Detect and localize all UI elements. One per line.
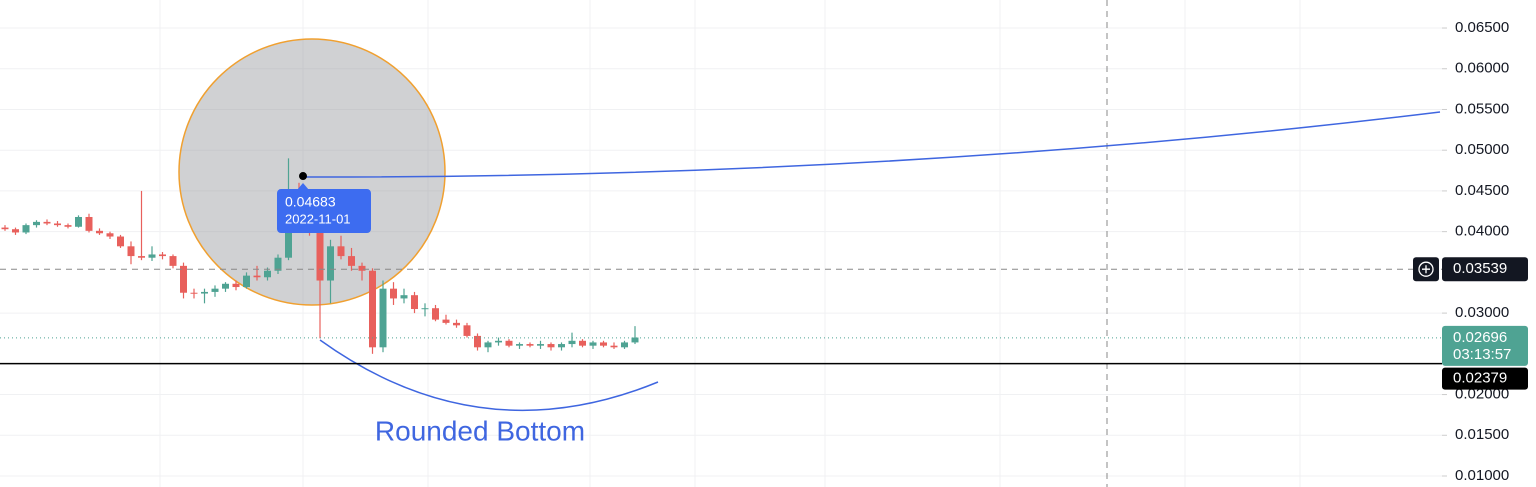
tooltip-pointer bbox=[297, 183, 309, 191]
tooltip-box bbox=[277, 189, 371, 234]
candle-body bbox=[106, 233, 114, 237]
candle-body bbox=[358, 265, 366, 271]
candle-body bbox=[43, 221, 51, 224]
candle-body bbox=[64, 225, 72, 227]
candle-body bbox=[442, 319, 450, 323]
y-tick-label: 0.01000 bbox=[1455, 467, 1509, 484]
crosshair-price-label: 0.03539 bbox=[1453, 260, 1507, 277]
candle-body bbox=[201, 291, 208, 294]
candle-body bbox=[579, 340, 586, 346]
last-price-box bbox=[1442, 325, 1528, 366]
y-tick-label: 0.01500 bbox=[1455, 426, 1509, 443]
candle-body bbox=[169, 256, 177, 266]
candle-body bbox=[75, 216, 82, 227]
add-icon bbox=[1418, 261, 1434, 277]
candle-body bbox=[211, 288, 219, 292]
candle-body bbox=[327, 246, 334, 281]
grid bbox=[0, 0, 1442, 487]
candle-body bbox=[127, 246, 135, 257]
countdown-label: 03:13:57 bbox=[1453, 346, 1511, 363]
candle-body bbox=[316, 231, 324, 281]
candle-body bbox=[12, 229, 19, 233]
candle-body bbox=[148, 254, 156, 258]
candle-body bbox=[400, 295, 408, 299]
candle-body bbox=[516, 344, 523, 346]
candle-body bbox=[337, 246, 345, 257]
candle-body bbox=[190, 292, 198, 294]
y-tick-label: 0.04000 bbox=[1455, 223, 1509, 240]
candle-body bbox=[1, 227, 9, 230]
candle-body bbox=[411, 295, 418, 310]
candle-body bbox=[222, 283, 229, 289]
add-icon-plus bbox=[1422, 265, 1430, 274]
support-price-label: 0.02379 bbox=[1453, 370, 1507, 387]
y-tick-label: 0.04500 bbox=[1455, 182, 1509, 199]
crosshair-price-box bbox=[1442, 257, 1528, 282]
y-tick-label: 0.05000 bbox=[1455, 141, 1509, 158]
candle-body bbox=[253, 275, 261, 278]
candle-body bbox=[463, 325, 471, 336]
candle-body bbox=[243, 275, 250, 288]
candle-body bbox=[474, 335, 481, 348]
candle-body bbox=[547, 344, 555, 348]
highlight-circle bbox=[178, 38, 446, 306]
y-tick-label: 0.05500 bbox=[1455, 100, 1509, 117]
candle-body bbox=[600, 342, 607, 346]
candle-body bbox=[138, 256, 145, 258]
candle-body bbox=[390, 288, 397, 299]
candle-body bbox=[631, 337, 639, 343]
candle-body bbox=[432, 308, 439, 320]
candle-body bbox=[117, 236, 124, 247]
candle-body bbox=[505, 340, 513, 346]
candle-body bbox=[54, 223, 61, 226]
y-tick-label: 0.03000 bbox=[1455, 304, 1509, 321]
y-tick-label: 0.06500 bbox=[1455, 19, 1509, 36]
candle-body bbox=[453, 322, 460, 326]
tooltip-price: 0.04683 bbox=[285, 194, 336, 210]
candle-body bbox=[484, 342, 492, 348]
candle-body bbox=[22, 225, 30, 233]
candle-body bbox=[526, 344, 534, 346]
candle-body bbox=[537, 344, 544, 346]
support-price-box bbox=[1442, 367, 1528, 390]
rounded-bottom-arc bbox=[319, 339, 659, 412]
candle-body bbox=[369, 270, 376, 348]
annotation-label: Rounded Bottom bbox=[375, 415, 585, 446]
candle-body bbox=[348, 256, 355, 266]
candle-body bbox=[159, 254, 166, 257]
tooltip-point bbox=[299, 172, 307, 181]
candle-body bbox=[421, 308, 429, 310]
candle-body bbox=[495, 340, 502, 343]
candle-body bbox=[558, 344, 565, 348]
candle-body bbox=[589, 342, 597, 346]
candle-body bbox=[232, 283, 240, 288]
candle-body bbox=[264, 270, 271, 278]
candle-body bbox=[85, 216, 93, 231]
candle-body bbox=[33, 221, 40, 226]
candle-body bbox=[621, 342, 628, 348]
candle-body bbox=[568, 340, 576, 345]
tooltip-date: 2022-11-01 bbox=[285, 211, 351, 226]
candle-body bbox=[180, 265, 187, 293]
y-tick-label: 0.06000 bbox=[1455, 60, 1509, 77]
last-price-label: 0.02696 bbox=[1453, 329, 1507, 346]
candle-body bbox=[379, 288, 387, 348]
candle-body bbox=[274, 257, 282, 271]
y-tick-label: 0.02000 bbox=[1455, 386, 1509, 403]
trend-curve bbox=[302, 111, 1441, 178]
overlay: 0.06500 0.06000 0.05500 0.05000 0.04500 0.040… bbox=[0, 19, 1528, 484]
candle-body bbox=[96, 230, 103, 234]
candle-body bbox=[610, 345, 618, 348]
